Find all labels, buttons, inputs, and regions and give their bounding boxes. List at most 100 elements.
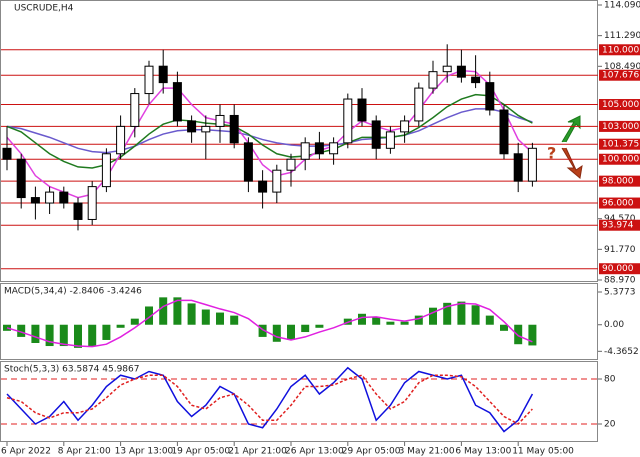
level-label-bg [599,120,640,132]
x-tick-label: 6 May 13:00 [455,447,511,457]
candle-body [499,109,509,155]
candle-body [286,158,296,171]
level-label: 96.000 [602,199,634,209]
candle-body [101,153,111,188]
candle-body [59,191,69,204]
y-tick-label: 108.490 [604,62,640,72]
indicator-line [6,366,534,433]
candle-body [201,125,211,133]
macd-bar [130,318,139,325]
candle-body [187,120,197,133]
candle-body [229,114,239,144]
macd-bar [500,324,508,331]
x-tick-label: 11 May 05:00 [512,447,574,457]
level-label-bg [599,175,640,187]
macd-title: MACD(5,34,4) -2.8406 -3.4246 [4,287,142,297]
annotation: ? [547,144,556,163]
macd-bar [216,312,224,325]
candle-body [485,82,495,111]
level-label-bg [599,153,640,165]
y-tick-label: 20 [604,420,616,430]
stoch-frame [0,361,598,442]
candle-body [87,186,97,220]
macd-bar [358,313,366,325]
up-arrow [561,115,581,143]
candle-body [73,202,83,220]
macd-bar [485,315,494,325]
macd-bar [31,324,40,343]
macd-bar [315,324,324,328]
x-tick-label: 8 Apr 21:00 [58,447,111,457]
macd-bar [372,317,381,325]
stoch-title: Stoch(5,3,3) 63.5874 45.9867 [4,365,139,375]
candle-body [172,82,182,122]
level-label: 90.000 [602,264,634,274]
macd-bar [258,324,267,337]
y-tick-label: 91.770 [604,245,636,255]
level-label: 105.000 [602,100,639,110]
candle-body [215,114,225,127]
candle-body [471,76,481,84]
y-tick-label: 5.3773 [604,288,636,298]
indicator-line [6,299,533,348]
level-label-bg [599,99,640,111]
y-tick-label: -4.3652 [604,347,639,357]
macd-bar [116,324,125,328]
macd-bar [514,324,523,345]
level-label: 107.676 [602,71,639,81]
macd-bar [187,303,196,325]
macd-bar [102,324,111,340]
candle-body [414,87,424,122]
macd-bar [443,302,452,325]
candle-body [329,142,339,155]
macd-bar [45,324,54,347]
x-tick-label: 21 Apr 21:00 [228,447,287,457]
candle-body [513,153,523,182]
candle-body [527,147,537,182]
candle-body [314,142,324,155]
down-arrow [561,147,583,179]
level-label: 93.974 [602,221,634,231]
macd-bar [386,321,395,325]
candle-body [116,125,126,155]
candle-body [385,131,395,149]
level-label: 101.375 [602,140,639,150]
macd-bar [457,301,466,325]
y-tick-label: 80 [604,375,616,385]
candle-body [258,180,268,193]
y-tick-label: 0.00 [604,320,624,330]
candle-body [2,147,12,160]
main-frame [0,0,598,282]
candle-body [428,71,438,89]
indicator-line [6,374,533,425]
macd-bar [59,324,68,347]
x-tick-label: 19 Apr 05:00 [171,447,230,457]
indicator-line [6,69,533,199]
macd-bar [3,324,11,331]
candle-body [272,169,282,193]
level-label-bg [599,44,640,56]
macd-bar [528,324,537,346]
level-label: 100.000 [602,155,639,165]
macd-bar [400,321,409,325]
x-tick-label: 13 Apr 13:00 [115,447,174,457]
macd-bar [88,324,97,347]
candle-body [343,98,353,144]
indicator-line [6,108,533,154]
candle-body [243,142,253,182]
candle-body [45,191,55,204]
macd-bar [471,305,480,325]
candle-body [144,65,154,95]
candle-body [456,65,466,78]
macd-bar [230,315,239,325]
candle-body [442,65,452,73]
level-label-bg [599,219,640,231]
macd-bar [74,324,82,348]
x-tick-label: 6 Apr 2022 [1,447,51,457]
macd-bar [287,324,295,340]
x-tick-label: 29 Apr 05:00 [342,447,401,457]
candle-body [400,120,410,133]
macd-bar [272,324,281,342]
